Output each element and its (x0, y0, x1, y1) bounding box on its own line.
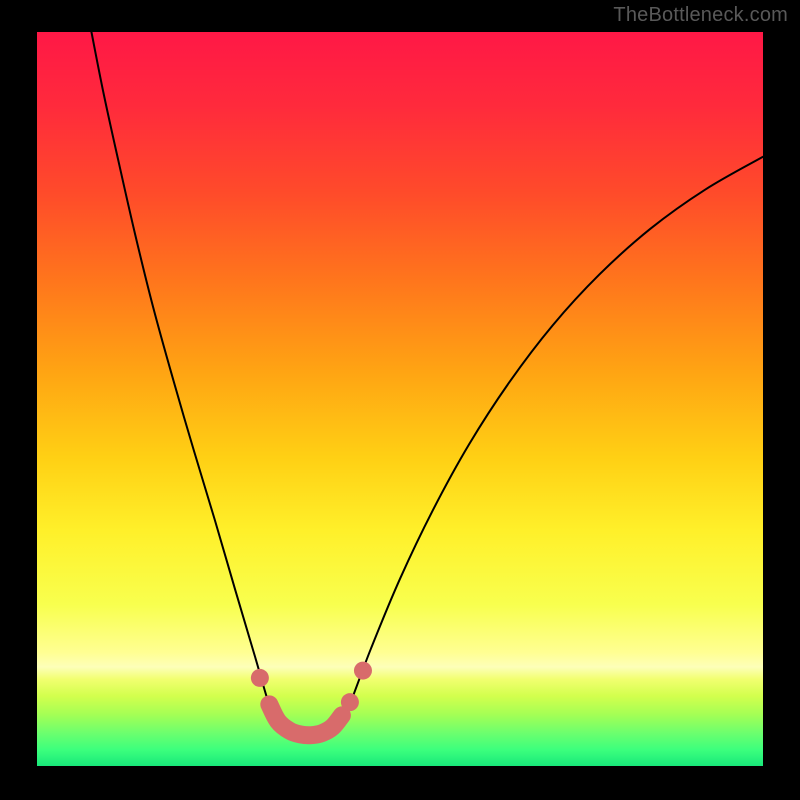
bottleneck-chart (0, 0, 800, 800)
chart-root: TheBottleneck.com (0, 0, 800, 800)
plot-area (37, 32, 763, 766)
marker-dot-2 (354, 662, 372, 680)
attribution-text: TheBottleneck.com (613, 4, 788, 27)
marker-dot-1 (341, 693, 359, 711)
marker-dot-0 (251, 669, 269, 687)
